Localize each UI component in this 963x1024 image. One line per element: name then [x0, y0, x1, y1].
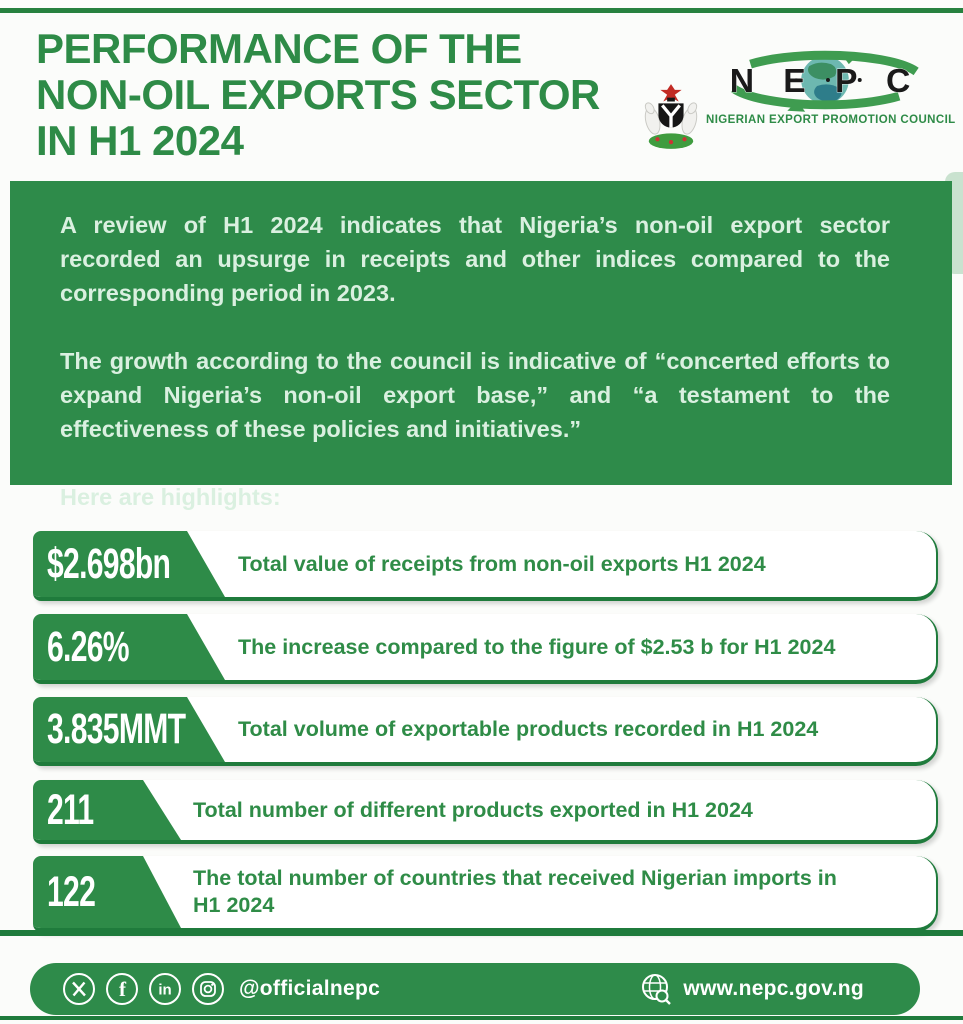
intro-paragraph-2: The growth according to the council is i…	[60, 348, 890, 442]
instagram-icon[interactable]	[191, 972, 225, 1006]
intro-highlights-lead: Here are highlights:	[60, 484, 281, 510]
page-title-line1: PERFORMANCE OF THE	[36, 25, 522, 72]
stat-value-badge: 122	[33, 856, 181, 928]
intro-panel: A review of H1 2024 indicates that Niger…	[10, 181, 952, 510]
stat-value-badge: 6.26%	[33, 614, 225, 680]
stat-description: Total number of different products expor…	[193, 797, 753, 822]
bottom-divider-line	[0, 1016, 963, 1020]
svg-text:f: f	[119, 977, 127, 1001]
stat-row-receipts-value: $2.698bn Total value of receipts from no…	[33, 531, 938, 601]
stat-value: 211	[47, 785, 94, 834]
social-handle[interactable]: @officialnepc	[239, 977, 381, 1000]
website-link[interactable]: www.nepc.gov.ng	[683, 977, 864, 1000]
stat-value-badge: $2.698bn	[33, 531, 225, 597]
stat-row-increase-percent: 6.26% The increase compared to the figur…	[33, 614, 938, 684]
stat-value-badge: 3.835MMT	[33, 697, 225, 762]
stat-value: 122	[47, 867, 96, 916]
nigeria-coat-of-arms-icon	[644, 84, 698, 149]
nepc-logo-block: N E P C NIGERIAN EXPORT PROMOTION COUNCI…	[636, 50, 956, 160]
svg-text:in: in	[158, 982, 171, 999]
logo-council-name: NIGERIAN EXPORT PROMOTION COUNCIL	[706, 114, 956, 126]
stat-row-export-volume: 3.835MMT Total volume of exportable prod…	[33, 697, 938, 766]
stat-description: Total volume of exportable products reco…	[238, 717, 819, 741]
nepc-globe-swoosh-icon: N E P C	[723, 50, 927, 112]
stat-row-products-count: 211 Total number of different products e…	[33, 780, 938, 844]
stat-value-badge: 211	[33, 780, 181, 840]
stat-description: The increase compared to the figure of $…	[238, 634, 836, 659]
stat-value: 6.26%	[47, 622, 129, 671]
top-divider-line	[0, 8, 963, 13]
footer-divider-line	[0, 930, 963, 936]
stat-description: The total number of countries that recei…	[193, 866, 837, 917]
footer-bar: f in @officialnepc www.nepc.gov.ng	[30, 963, 920, 1015]
globe-search-icon	[642, 974, 672, 1005]
facebook-icon[interactable]: f	[105, 972, 139, 1006]
stat-description: Total value of receipts from non-oil exp…	[238, 551, 766, 576]
nepc-logo-letters: N E P C	[730, 62, 921, 100]
stat-value: 3.835MMT	[47, 705, 186, 753]
page-title-line2: NON-OIL EXPORTS SECTOR	[36, 71, 600, 118]
intro-paragraph-1: A review of H1 2024 indicates that Niger…	[60, 212, 890, 306]
x-icon[interactable]	[62, 972, 96, 1006]
linkedin-icon[interactable]: in	[148, 972, 182, 1006]
page-title-line3: IN H1 2024	[36, 117, 244, 164]
stat-row-countries-count: 122 The total number of countries that r…	[33, 856, 938, 932]
page-title: PERFORMANCE OF THE NON-OIL EXPORTS SECTO…	[36, 26, 636, 164]
stat-value: $2.698bn	[47, 539, 171, 588]
